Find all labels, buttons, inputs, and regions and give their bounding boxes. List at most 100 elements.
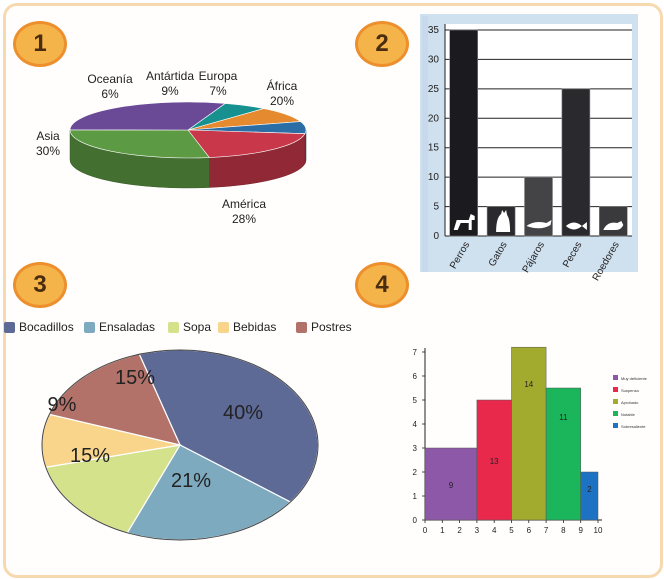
pie-value-asia: 30%: [36, 144, 60, 158]
y-tick-label: 25: [428, 84, 440, 95]
badge-3: 3: [13, 262, 67, 308]
pie-slice-africa: [187, 129, 306, 158]
pie-label-antartida: Antártida: [146, 69, 194, 83]
badge-2: 2: [355, 21, 409, 67]
pie-value-america: 28%: [232, 212, 256, 226]
food-pie-chart: 40% 21% 15% 9% 15%: [41, 349, 319, 541]
legend-swatch-muy-deficiente: [613, 375, 618, 380]
cat-shape: [496, 210, 511, 232]
legend-item-bebidas: Bebidas: [218, 320, 276, 334]
legend-swatch-aprobado: [613, 399, 618, 404]
y-tick-label: 15: [428, 143, 440, 154]
histogram-bar-muy-deficiente: [424, 447, 478, 521]
pie-value-sopa: 15%: [70, 445, 110, 467]
legend-swatch: [218, 321, 229, 333]
histogram-bar-notable: [545, 387, 581, 521]
y-tick-label: 3: [413, 444, 418, 453]
x-tick-label: 2: [457, 526, 462, 535]
pie-value-postres: 15%: [115, 367, 155, 389]
legend-label-suspenso: Suspenso: [621, 388, 640, 393]
legend-swatch-notable: [613, 411, 618, 416]
pie-label-america: América: [222, 197, 266, 211]
pie-label-europa: Europa: [199, 69, 238, 83]
legend-item-postres: Postres: [296, 320, 352, 334]
x-tick-label: 3: [475, 526, 480, 535]
pie-value-bocadillos: 40%: [223, 402, 263, 424]
pie-value-oceania: 6%: [101, 87, 119, 101]
panel-edge: [422, 16, 428, 272]
legend-label-aprobado: Aprobado: [621, 400, 639, 405]
bar-value-label: 9: [449, 481, 454, 490]
x-tick-label: 5: [509, 526, 514, 535]
fish-shape: [565, 222, 587, 230]
rodent-shape: [603, 221, 624, 230]
bar-value-label: 14: [524, 380, 533, 389]
x-tick-label: 0: [423, 526, 428, 535]
y-tick-label: 0: [413, 516, 418, 525]
badge-1: 1: [13, 21, 67, 67]
pie-label-africa: África: [267, 78, 298, 93]
legend-swatch: [168, 321, 179, 333]
x-tick-label: 10: [594, 526, 603, 535]
y-tick-label: 5: [413, 396, 418, 405]
pie-value-africa: 20%: [270, 94, 294, 108]
legend-label-muy-deficiente: Muy deficiente: [621, 376, 648, 381]
legend-swatch: [84, 321, 95, 333]
legend-item-bocadillos: Bocadillos: [4, 320, 74, 334]
legend-item-ensaladas: Ensaladas: [84, 320, 155, 334]
food-legend: Bocadillos Ensaladas Sopa Bebidas Postre…: [4, 320, 364, 336]
x-tick-label: 8: [561, 526, 566, 535]
y-tick-label: 30: [428, 54, 440, 65]
legend-swatch-sobresaliente: [613, 423, 618, 428]
legend-item-sopa: Sopa: [168, 320, 211, 334]
y-tick-label: 35: [428, 25, 440, 36]
legend-swatch: [4, 321, 15, 333]
dog-shape: [453, 214, 475, 230]
legend-label: Bebidas: [233, 320, 277, 334]
badge-4: 4: [355, 262, 409, 308]
y-tick-label: 6: [413, 372, 418, 381]
y-tick-label: 20: [428, 113, 440, 124]
legend-label: Ensaladas: [99, 320, 156, 334]
x-tick-label: 7: [544, 526, 549, 535]
legend-label: Postres: [311, 320, 352, 334]
bar-perros: [449, 29, 479, 237]
pie-label-oceania: Oceanía: [87, 72, 133, 86]
bar-value-label: 2: [587, 485, 592, 494]
y-tick-label: 5: [433, 202, 439, 213]
histogram-bar-sobresaliente: [580, 471, 599, 521]
x-tick-label: 9: [578, 526, 583, 535]
x-tick-label: 1: [440, 526, 445, 535]
bar-roedores: [598, 206, 628, 237]
legend-label: Sopa: [183, 320, 212, 334]
bar-peces: [561, 88, 591, 237]
pie-value-ensaladas: 21%: [171, 470, 211, 492]
legend-label-notable: Notable: [621, 412, 636, 417]
y-tick-label: 7: [413, 348, 418, 357]
pie-slice-asia: [69, 101, 227, 131]
legend-label-sobresaliente: Sobresaliente: [621, 424, 646, 429]
bar-value-label: 11: [559, 413, 568, 422]
bar-value-label: 13: [490, 457, 499, 466]
pie-value-antartida: 9%: [161, 84, 179, 98]
y-tick-label: 10: [428, 172, 440, 183]
y-tick-label: 4: [413, 420, 418, 429]
x-tick-label: 6: [527, 526, 532, 535]
y-tick-label: 1: [413, 492, 418, 501]
pie-value-bebidas: 9%: [48, 394, 77, 416]
legend-swatch-suspenso: [613, 387, 618, 392]
legend-label: Bocadillos: [19, 320, 74, 334]
bird-shape: [526, 220, 552, 229]
legend-swatch: [296, 321, 307, 333]
y-tick-label: 0: [433, 231, 439, 242]
x-tick-label: 4: [492, 526, 497, 535]
histogram-bar-aprobado: [511, 346, 547, 521]
pie-label-asia: Asia: [36, 129, 60, 143]
pie-slice-america: [69, 129, 210, 159]
histogram-bar-suspenso: [476, 399, 512, 521]
y-tick-label: 2: [413, 468, 418, 477]
pie-outline: [41, 349, 319, 541]
